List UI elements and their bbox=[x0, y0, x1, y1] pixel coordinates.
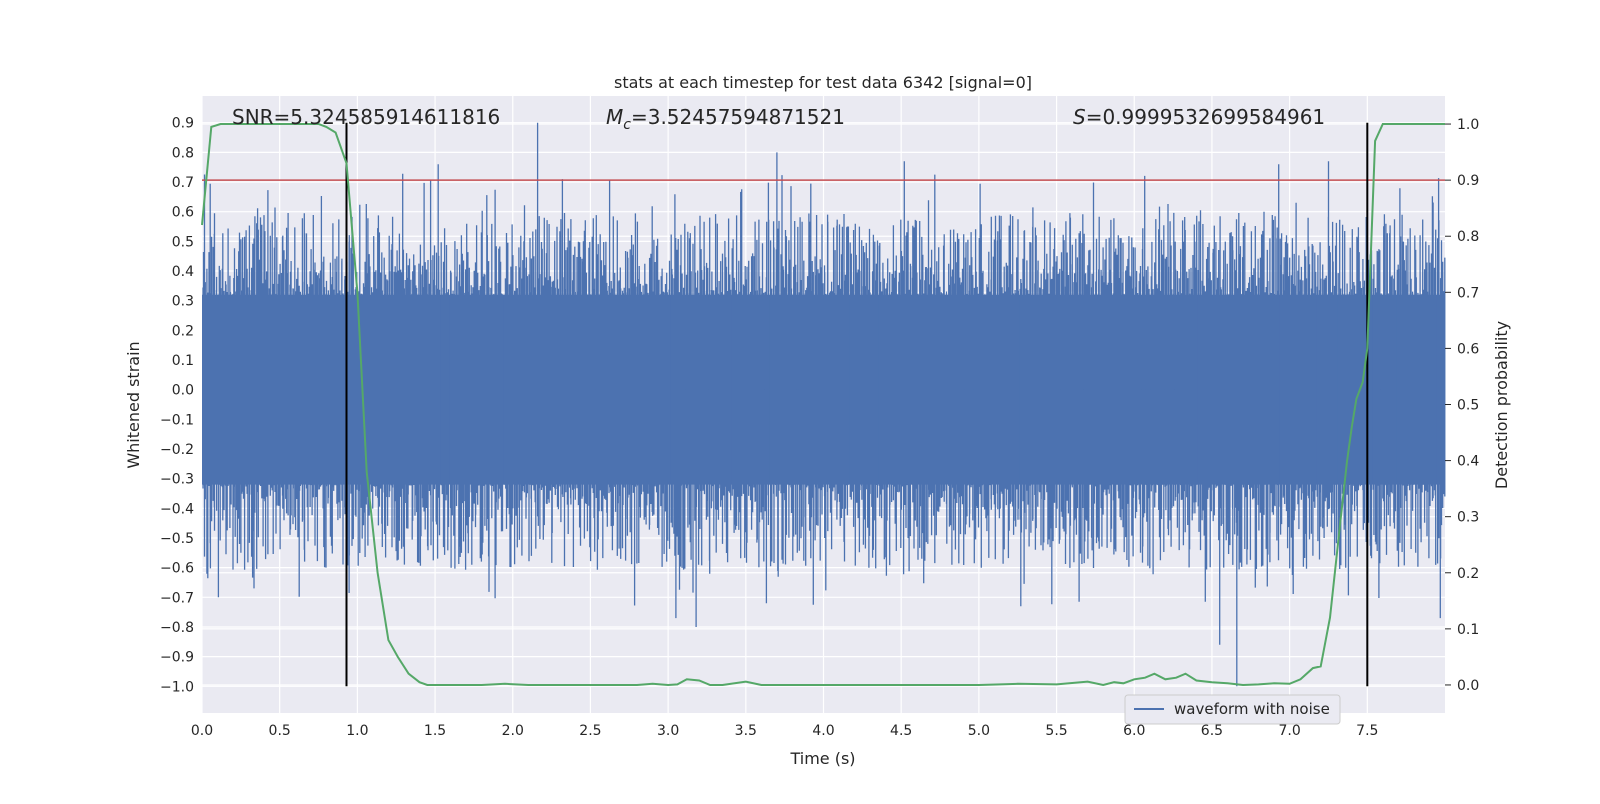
y-left-tick-label: −0.7 bbox=[160, 590, 194, 606]
y-left-tick-label: 0.7 bbox=[172, 175, 194, 191]
y-left-tick-label: 0.4 bbox=[172, 264, 194, 280]
y-left-tick-label: −0.1 bbox=[160, 412, 194, 428]
score-symbol: S bbox=[1073, 105, 1086, 129]
x-axis-label: Time (s) bbox=[789, 749, 855, 768]
x-tick-label: 3.0 bbox=[657, 723, 679, 739]
x-tick-label: 4.0 bbox=[812, 723, 834, 739]
x-tick-label: 1.5 bbox=[424, 723, 446, 739]
chirp-mass-symbol: M bbox=[606, 105, 623, 129]
chirp-mass-subscript: c bbox=[623, 117, 631, 133]
legend: waveform with noise bbox=[1124, 694, 1341, 725]
chirp-mass-annotation: Mc=3.52457594871521 bbox=[606, 105, 845, 133]
x-tick-label: 6.0 bbox=[1123, 723, 1145, 739]
y-left-tick-label: 0.0 bbox=[172, 383, 194, 399]
left-axis-ticks: 0.9 0.8 0.7 0.6 0.5 0.4 0.3 0.2 0.1 0.0 −0.1 −0.2 −0… bbox=[160, 116, 194, 696]
legend-box bbox=[1124, 694, 1341, 725]
x-tick-label: 7.5 bbox=[1356, 723, 1378, 739]
detection-probability-line bbox=[201, 123, 1445, 687]
chirp-mass-value: =3.52457594871521 bbox=[631, 105, 845, 129]
chart-title: stats at each timestep for test data 634… bbox=[614, 73, 1032, 92]
y-left-tick-label: −0.9 bbox=[160, 650, 194, 666]
y-right-tick-label: 0.2 bbox=[1457, 566, 1479, 582]
x-tick-label: 7.0 bbox=[1278, 723, 1300, 739]
x-axis-ticks: 0.0 0.5 1.0 1.5 2.0 2.5 3.0 3.5 4.0 4.5 5.0 5.5 6.0 6… bbox=[191, 723, 1379, 739]
vertical-markers bbox=[345, 122, 1369, 687]
y-left-tick-label: −0.3 bbox=[160, 472, 194, 488]
y-left-tick-label: 0.6 bbox=[172, 205, 194, 221]
x-tick-label: 5.0 bbox=[968, 723, 990, 739]
x-tick-label: 1.0 bbox=[346, 723, 368, 739]
y-left-tick-label: 0.1 bbox=[172, 353, 194, 369]
y-right-tick-label: 0.4 bbox=[1457, 454, 1479, 470]
x-tick-label: 6.5 bbox=[1201, 723, 1223, 739]
y-axis-label-right: Detection probability bbox=[1492, 321, 1511, 489]
waveform-series bbox=[202, 122, 1446, 687]
x-tick-label: 3.5 bbox=[735, 723, 757, 739]
y-left-tick-label: −1.0 bbox=[160, 679, 194, 695]
right-axis-ticks: 1.0 0.9 0.8 0.7 0.6 0.5 0.4 0.3 0.2 0.1 0.0 bbox=[1445, 117, 1479, 694]
y-right-tick-label: 1.0 bbox=[1457, 117, 1479, 133]
legend-label-waveform: waveform with noise bbox=[1174, 700, 1330, 718]
y-right-tick-label: 0.6 bbox=[1457, 341, 1479, 357]
y-left-tick-label: 0.8 bbox=[172, 145, 194, 161]
y-left-tick-label: −0.2 bbox=[160, 442, 194, 458]
score-value: =0.9999532699584961 bbox=[1086, 105, 1325, 129]
x-tick-label: 5.5 bbox=[1045, 723, 1067, 739]
y-axis-label-left: Whitened strain bbox=[124, 341, 143, 468]
y-right-tick-label: 0.1 bbox=[1457, 622, 1479, 638]
y-left-tick-label: 0.5 bbox=[172, 234, 194, 250]
probability-series bbox=[201, 123, 1445, 687]
x-tick-label: 4.5 bbox=[890, 723, 912, 739]
y-left-tick-label: 0.3 bbox=[172, 294, 194, 310]
waveform-with-noise-line bbox=[202, 122, 1446, 687]
y-left-tick-label: −0.5 bbox=[160, 531, 194, 547]
y-right-tick-label: 0.9 bbox=[1457, 173, 1479, 189]
y-left-tick-label: −0.4 bbox=[160, 501, 194, 517]
snr-annotation: SNR=5.324585914611816 bbox=[232, 105, 500, 129]
y-right-tick-label: 0.3 bbox=[1457, 510, 1479, 526]
y-right-tick-label: 0.5 bbox=[1457, 398, 1479, 414]
y-right-tick-label: 0.8 bbox=[1457, 229, 1479, 245]
x-tick-label: 2.5 bbox=[579, 723, 601, 739]
y-right-tick-label: 0.0 bbox=[1457, 678, 1479, 694]
y-left-tick-label: −0.8 bbox=[160, 620, 194, 636]
y-left-tick-label: −0.6 bbox=[160, 561, 194, 577]
x-tick-label: 0.5 bbox=[269, 723, 291, 739]
x-tick-label: 2.0 bbox=[502, 723, 524, 739]
y-left-tick-label: 0.9 bbox=[172, 116, 194, 132]
x-tick-label: 0.0 bbox=[191, 723, 213, 739]
y-left-tick-label: 0.2 bbox=[172, 323, 194, 339]
score-annotation: S=0.9999532699584961 bbox=[1073, 105, 1325, 129]
y-right-tick-label: 0.7 bbox=[1457, 285, 1479, 301]
